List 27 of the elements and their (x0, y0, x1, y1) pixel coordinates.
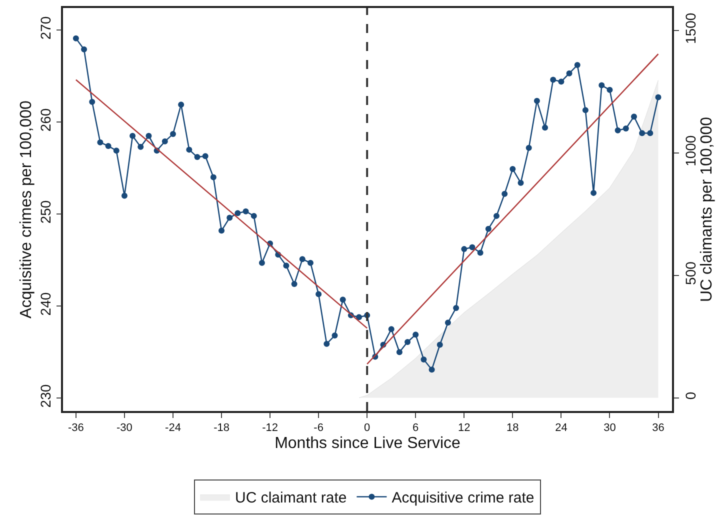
x-tick-label: 24 (555, 422, 568, 434)
legend-label: Acquisitive crime rate (392, 490, 534, 507)
x-tick-label: -12 (262, 422, 278, 434)
y-tick-label: 260 (38, 108, 54, 132)
x-tick-label: -36 (68, 422, 84, 434)
y2-axis-title: UC claimants per 100,000 (698, 116, 716, 302)
y-tick-label: 270 (38, 16, 54, 40)
y-tick-label: 230 (38, 384, 54, 408)
x-tick-label: 12 (458, 422, 470, 434)
x-tick-label: 0 (364, 422, 370, 434)
y2-tick-label: 0 (682, 392, 699, 400)
x-tick-label: -24 (165, 422, 181, 434)
y2-tick-label: 1500 (682, 12, 699, 44)
y-axis-title: Acquisitive crimes per 100,000 (18, 100, 36, 318)
x-tick-label: -6 (314, 422, 324, 434)
x-tick-label: -18 (214, 422, 230, 434)
y2-tick-label: 500 (682, 261, 699, 285)
x-tick-label: 18 (506, 422, 519, 434)
x-axis-title: Months since Live Service (274, 435, 461, 452)
y2-tick-label: 1000 (682, 135, 699, 166)
y-tick-label: 250 (38, 200, 54, 224)
x-tick-label: 6 (412, 422, 419, 434)
legend-label: UC claimant rate (235, 490, 347, 507)
x-tick-label: 36 (652, 422, 664, 434)
y-tick-label: 240 (38, 292, 54, 316)
x-tick-label: -30 (116, 422, 132, 434)
x-tick-label: 30 (604, 422, 616, 434)
